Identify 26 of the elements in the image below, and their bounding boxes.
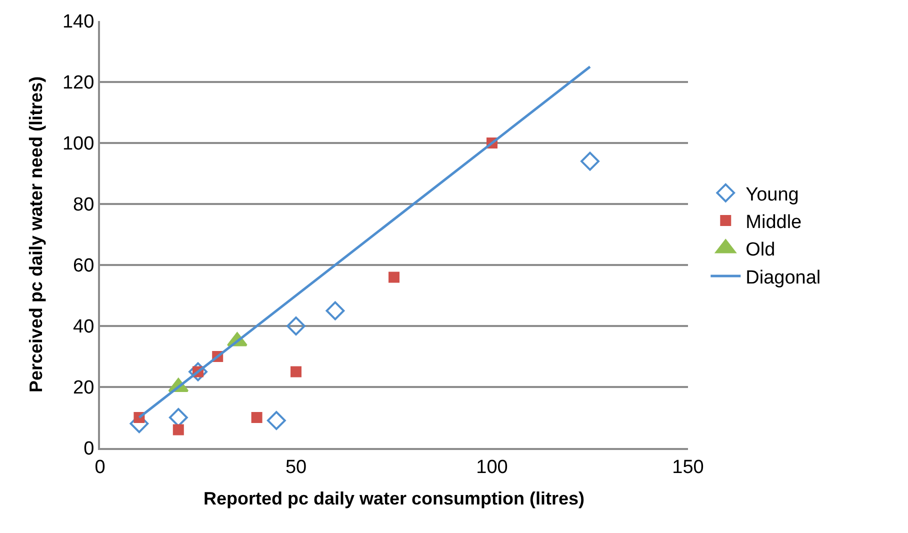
x-tick-label: 100: [476, 456, 508, 478]
point: [326, 301, 345, 320]
y-tick-label: 20: [73, 378, 94, 399]
y-tick-label: 40: [73, 316, 94, 338]
y-tick-label: 60: [73, 256, 94, 277]
point: [172, 424, 184, 436]
point: [266, 411, 286, 430]
point: [290, 366, 302, 378]
y-tick-label: 80: [73, 194, 94, 216]
legend-label: Middle: [746, 212, 802, 233]
legend-label: Old: [746, 240, 776, 261]
y-tick-label: 100: [62, 134, 94, 155]
point: [188, 362, 208, 382]
y-tick-label: 0: [84, 438, 94, 460]
legend-label: Diagonal: [746, 267, 821, 288]
x-axis-title: Reported pc daily water consumption (litres): [203, 488, 585, 508]
legend-label: Young: [746, 184, 799, 206]
point: [388, 272, 400, 283]
point: [580, 152, 600, 171]
point: [251, 412, 262, 423]
y-tick-label: 120: [62, 72, 94, 94]
point: [286, 316, 306, 336]
x-tick-label: 50: [285, 456, 307, 478]
y-axis-title: Perceived pc daily water need (litres): [26, 76, 46, 393]
x-tick-label: 150: [672, 456, 704, 478]
y-tick-label: 140: [62, 12, 94, 33]
